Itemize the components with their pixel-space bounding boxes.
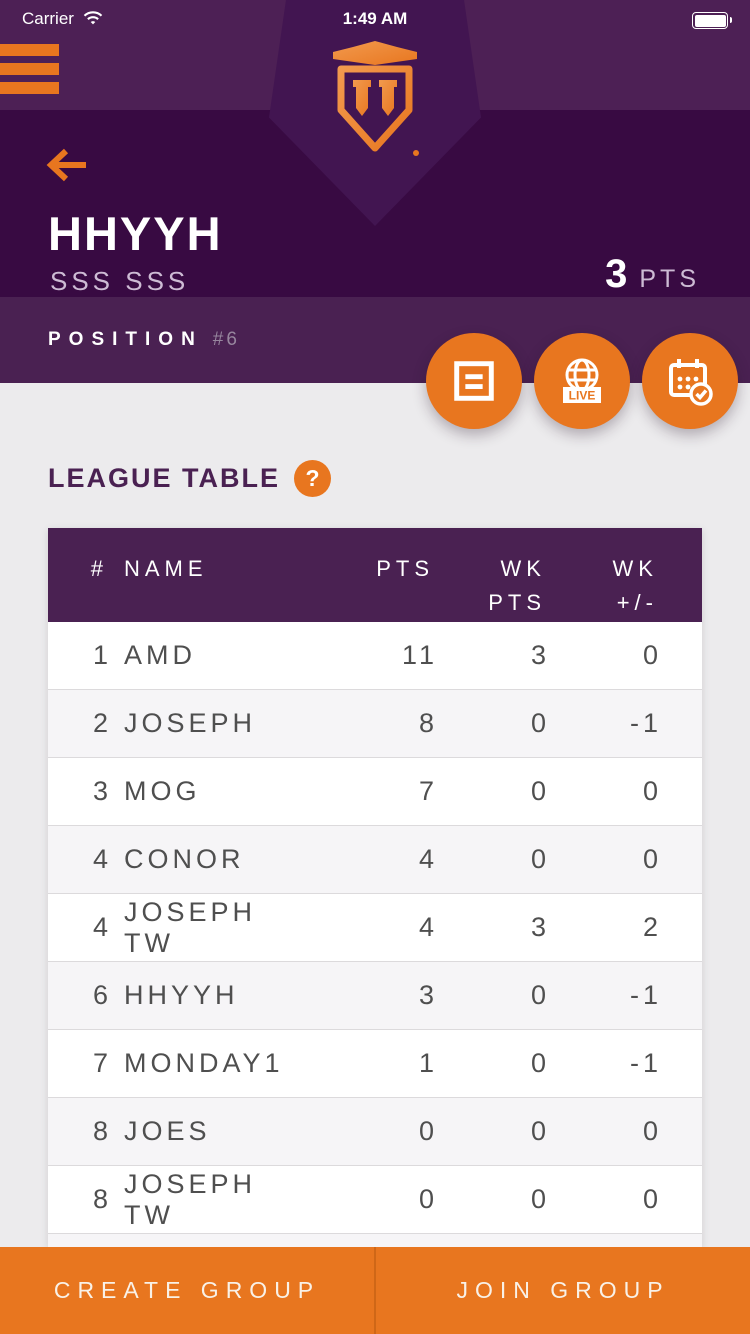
cell-wk-delta: -1 — [629, 1048, 662, 1078]
position-bar: POSITION #6 — [0, 297, 750, 383]
cell-pts: 3 — [418, 980, 438, 1010]
cell-wk-delta: -1 — [629, 708, 662, 738]
cell-wk-delta: 2 — [642, 912, 662, 942]
cell-pts: 8 — [418, 708, 438, 738]
cell-pts: 4 — [418, 912, 438, 942]
cell-name: HHYYH — [124, 980, 239, 1010]
table-row[interactable]: 4 JOSEPH TW 4 3 2 — [48, 894, 702, 962]
points-value: 3 — [605, 252, 628, 296]
cell-wk-delta: 0 — [642, 844, 662, 874]
cell-wk-delta: 0 — [642, 1184, 662, 1214]
fixtures-button[interactable] — [642, 333, 738, 429]
cell-wk-pts: 0 — [530, 844, 550, 874]
cell-wk-pts: 0 — [530, 776, 550, 806]
cell-wk-pts: 0 — [530, 980, 550, 1010]
back-arrow-icon — [46, 148, 86, 182]
cell-wk-delta: 0 — [642, 640, 662, 670]
calendar-check-icon — [669, 359, 713, 406]
table-row[interactable]: 7 MONDAY1 1 0 -1 — [48, 1030, 702, 1098]
league-table-title: LEAGUE TABLE — [48, 463, 280, 493]
table-header-row: # NAME PTS WK PTS WK +/- — [48, 528, 702, 622]
create-group-button[interactable]: CREATE GROUP — [0, 1247, 376, 1334]
cell-name: MOG — [124, 776, 201, 806]
cell-name: JOSEPH TW — [124, 1168, 257, 1230]
cell-name: AMD — [124, 640, 196, 670]
cell-pts: 7 — [418, 776, 438, 806]
cell-wk-pts: 0 — [530, 1116, 550, 1146]
cell-wk-pts: 0 — [530, 1184, 550, 1214]
cell-name: MONDAY1 — [124, 1048, 284, 1078]
cell-pts: 1 — [418, 1048, 438, 1078]
cell-wk-delta: 0 — [642, 776, 662, 806]
wifi-icon — [83, 11, 103, 25]
cell-name: JOSEPH TW — [124, 896, 257, 958]
question-mark-icon: ? — [305, 465, 320, 491]
cell-rank: 2 — [92, 708, 112, 738]
t-glyph-left — [353, 80, 371, 116]
hamburger-menu-icon[interactable] — [0, 44, 59, 101]
help-button[interactable]: ? — [294, 460, 331, 497]
cell-rank: 8 — [92, 1184, 112, 1214]
cell-rank: 3 — [92, 776, 112, 806]
col-wk-pts: WK PTS — [488, 556, 546, 616]
col-name: NAME — [124, 556, 208, 581]
app-shield-logo — [333, 41, 419, 156]
cell-rank: 8 — [92, 1116, 112, 1146]
clock: 1:49 AM — [342, 9, 408, 28]
cell-rank: 4 — [92, 844, 112, 874]
cell-rank: 4 — [92, 912, 112, 942]
cell-pts: 0 — [418, 1116, 438, 1146]
list-icon — [454, 361, 494, 401]
points-label: PTS — [639, 265, 700, 293]
footer-bar: CREATE GROUP JOIN GROUP — [0, 1247, 750, 1334]
join-group-button[interactable]: JOIN GROUP — [376, 1247, 750, 1334]
live-scores-button[interactable]: LIVE — [534, 333, 630, 429]
shield-outline — [337, 65, 413, 152]
trademark-dot — [413, 150, 419, 156]
group-points: 3 PTS — [605, 252, 700, 297]
league-table-button[interactable] — [426, 333, 522, 429]
globe-live-icon: LIVE — [563, 358, 601, 403]
league-table: # NAME PTS WK PTS WK +/- 1 AMD 11 3 0 2 JO… — [48, 528, 702, 1247]
table-row[interactable]: 1 AMD 11 3 0 — [48, 622, 702, 690]
cell-name: JOSEPH — [124, 708, 257, 738]
carrier-label: Carrier — [22, 9, 74, 28]
cell-wk-pts: 0 — [530, 708, 550, 738]
t-glyph-right — [379, 80, 397, 116]
cell-name: CONOR — [124, 844, 245, 874]
table-row[interactable]: 4 CONOR 4 0 0 — [48, 826, 702, 894]
col-wk-delta: WK +/- — [612, 556, 658, 616]
cell-pts: 4 — [418, 844, 438, 874]
cell-wk-pts: 0 — [530, 1048, 550, 1078]
group-name-title: HHYYH — [48, 207, 223, 260]
cell-wk-delta: 0 — [642, 1116, 662, 1146]
cell-rank: 6 — [92, 980, 112, 1010]
cell-pts: 11 — [401, 640, 438, 670]
position-value: #6 — [212, 329, 240, 350]
cell-rank: 1 — [92, 640, 112, 670]
table-body: 1 AMD 11 3 0 2 JOSEPH 8 0 -1 3 MOG 7 0 0… — [48, 622, 702, 1247]
live-badge-text: LIVE — [569, 389, 596, 403]
table-row[interactable]: 2 JOSEPH 8 0 -1 — [48, 690, 702, 758]
battery-icon — [692, 12, 732, 29]
back-button[interactable] — [46, 148, 90, 187]
col-rank: # — [90, 556, 108, 581]
cell-rank: 7 — [92, 1048, 112, 1078]
table-row[interactable]: 3 MOG 7 0 0 — [48, 758, 702, 826]
cell-pts: 0 — [418, 1184, 438, 1214]
col-pts: PTS — [376, 556, 434, 581]
table-row-partial — [48, 1234, 702, 1247]
group-owner-subtitle: SSS SSS — [50, 266, 190, 296]
table-row[interactable]: 6 HHYYH 3 0 -1 — [48, 962, 702, 1030]
crown-shape — [333, 41, 417, 65]
table-row[interactable]: 8 JOSEPH TW 0 0 0 — [48, 1166, 702, 1234]
position-label: POSITION — [48, 329, 203, 350]
status-bar: Carrier 1:49 AM — [0, 0, 750, 40]
table-row[interactable]: 8 JOES 0 0 0 — [48, 1098, 702, 1166]
cell-wk-pts: 3 — [530, 912, 550, 942]
cell-wk-delta: -1 — [629, 980, 662, 1010]
cell-wk-pts: 3 — [530, 640, 550, 670]
cell-name: JOES — [124, 1116, 211, 1146]
